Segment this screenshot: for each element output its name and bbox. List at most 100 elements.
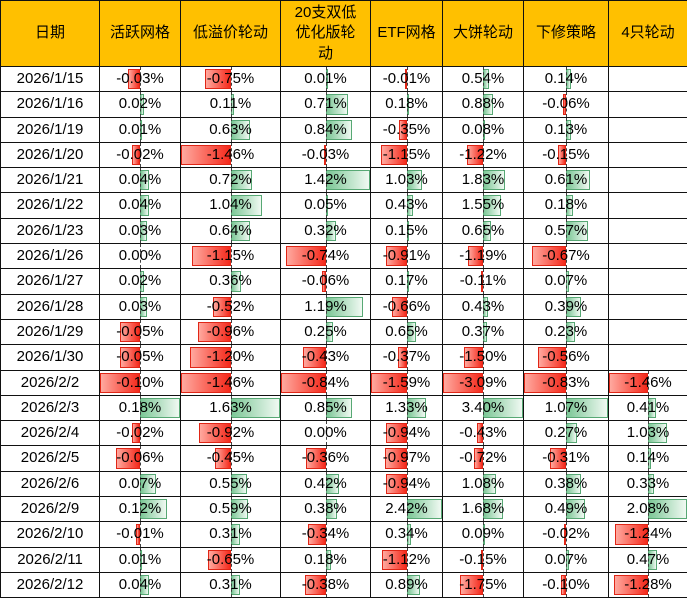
value-cell[interactable]: 0.08% bbox=[442, 116, 524, 143]
value-cell[interactable]: -0.15% bbox=[442, 546, 524, 573]
date-cell[interactable]: 2026/2/10 bbox=[0, 521, 100, 548]
value-cell[interactable]: 0.05% bbox=[280, 192, 371, 219]
date-cell[interactable]: 2026/2/2 bbox=[0, 369, 100, 396]
value-cell[interactable]: 0.14% bbox=[608, 445, 687, 472]
value-cell[interactable]: 0.03% bbox=[99, 293, 181, 320]
value-cell[interactable]: 0.18% bbox=[523, 192, 609, 219]
column-header-date[interactable]: 日期 bbox=[0, 0, 100, 67]
value-cell[interactable]: -1.28% bbox=[608, 571, 687, 599]
value-cell[interactable] bbox=[608, 318, 687, 346]
date-cell[interactable]: 2026/2/5 bbox=[0, 445, 100, 472]
value-cell[interactable]: 3.40% bbox=[442, 394, 524, 422]
value-cell[interactable]: -0.03% bbox=[99, 65, 181, 93]
value-cell[interactable]: 0.12% bbox=[99, 496, 181, 523]
value-cell[interactable]: 1.03% bbox=[370, 167, 443, 194]
value-cell[interactable]: -0.56% bbox=[523, 344, 609, 371]
value-cell[interactable]: 0.85% bbox=[280, 394, 371, 422]
value-cell[interactable]: -0.74% bbox=[280, 243, 371, 270]
date-cell[interactable]: 2026/2/3 bbox=[0, 394, 100, 422]
value-cell[interactable]: 0.00% bbox=[280, 420, 371, 447]
value-cell[interactable]: -0.67% bbox=[523, 243, 609, 270]
value-cell[interactable]: 0.00% bbox=[99, 243, 181, 270]
value-cell[interactable]: 0.72% bbox=[180, 167, 281, 194]
value-cell[interactable]: 0.09% bbox=[442, 521, 524, 548]
value-cell[interactable] bbox=[608, 192, 687, 219]
value-cell[interactable] bbox=[608, 268, 687, 295]
value-cell[interactable]: -1.22% bbox=[442, 141, 524, 169]
value-cell[interactable]: -0.02% bbox=[99, 420, 181, 447]
value-cell[interactable]: 0.34% bbox=[370, 521, 443, 548]
value-cell[interactable]: 0.65% bbox=[442, 217, 524, 245]
value-cell[interactable]: 0.07% bbox=[523, 546, 609, 573]
value-cell[interactable]: -0.15% bbox=[523, 141, 609, 169]
value-cell[interactable]: -0.66% bbox=[370, 293, 443, 320]
value-cell[interactable]: 0.04% bbox=[99, 571, 181, 599]
value-cell[interactable]: 0.15% bbox=[370, 217, 443, 245]
value-cell[interactable]: -0.94% bbox=[370, 470, 443, 498]
value-cell[interactable]: -1.15% bbox=[370, 141, 443, 169]
value-cell[interactable] bbox=[608, 217, 687, 245]
value-cell[interactable]: 0.59% bbox=[180, 496, 281, 523]
value-cell[interactable]: -0.92% bbox=[180, 420, 281, 447]
value-cell[interactable]: -0.01% bbox=[370, 65, 443, 93]
value-cell[interactable]: -1.24% bbox=[608, 521, 687, 548]
value-cell[interactable]: -0.11% bbox=[442, 268, 524, 295]
value-cell[interactable]: -0.01% bbox=[99, 521, 181, 548]
value-cell[interactable]: 0.64% bbox=[180, 217, 281, 245]
value-cell[interactable]: 2.08% bbox=[608, 496, 687, 523]
value-cell[interactable]: 0.89% bbox=[370, 571, 443, 599]
value-cell[interactable]: 0.49% bbox=[523, 496, 609, 523]
value-cell[interactable]: -0.03% bbox=[280, 141, 371, 169]
value-cell[interactable]: -0.72% bbox=[442, 445, 524, 472]
value-cell[interactable]: 1.55% bbox=[442, 192, 524, 219]
column-header-strategy-4[interactable]: ETF网格 bbox=[370, 0, 443, 67]
date-cell[interactable]: 2026/2/9 bbox=[0, 496, 100, 523]
value-cell[interactable]: -0.06% bbox=[523, 91, 609, 118]
value-cell[interactable]: 0.31% bbox=[180, 571, 281, 599]
value-cell[interactable]: -0.91% bbox=[370, 243, 443, 270]
value-cell[interactable]: 1.63% bbox=[180, 394, 281, 422]
value-cell[interactable]: -0.10% bbox=[523, 571, 609, 599]
value-cell[interactable]: 0.71% bbox=[280, 91, 371, 118]
date-cell[interactable]: 2026/1/26 bbox=[0, 243, 100, 270]
value-cell[interactable]: 0.57% bbox=[523, 217, 609, 245]
value-cell[interactable]: 0.54% bbox=[442, 65, 524, 93]
value-cell[interactable] bbox=[608, 65, 687, 93]
value-cell[interactable]: 0.32% bbox=[280, 217, 371, 245]
value-cell[interactable]: 0.38% bbox=[280, 496, 371, 523]
value-cell[interactable] bbox=[608, 293, 687, 320]
value-cell[interactable]: 0.07% bbox=[99, 470, 181, 498]
value-cell[interactable]: 0.65% bbox=[370, 318, 443, 346]
date-cell[interactable]: 2026/1/16 bbox=[0, 91, 100, 118]
value-cell[interactable]: 1.07% bbox=[523, 394, 609, 422]
value-cell[interactable]: -0.06% bbox=[99, 445, 181, 472]
date-cell[interactable]: 2026/1/28 bbox=[0, 293, 100, 320]
value-cell[interactable]: 0.43% bbox=[442, 293, 524, 320]
value-cell[interactable]: -0.05% bbox=[99, 318, 181, 346]
value-cell[interactable]: -0.02% bbox=[523, 521, 609, 548]
value-cell[interactable]: 0.04% bbox=[99, 167, 181, 194]
date-cell[interactable]: 2026/2/4 bbox=[0, 420, 100, 447]
value-cell[interactable]: -0.05% bbox=[99, 344, 181, 371]
value-cell[interactable]: 1.68% bbox=[442, 496, 524, 523]
value-cell[interactable]: -0.35% bbox=[370, 116, 443, 143]
column-header-strategy-3[interactable]: 20支双低 优化版轮 动 bbox=[280, 0, 371, 67]
value-cell[interactable]: 0.84% bbox=[280, 116, 371, 143]
value-cell[interactable]: 0.18% bbox=[99, 394, 181, 422]
value-cell[interactable]: -1.75% bbox=[442, 571, 524, 599]
value-cell[interactable]: -0.83% bbox=[523, 369, 609, 396]
date-cell[interactable]: 2026/1/15 bbox=[0, 65, 100, 93]
value-cell[interactable]: 0.17% bbox=[370, 268, 443, 295]
value-cell[interactable]: 0.55% bbox=[180, 470, 281, 498]
date-cell[interactable]: 2026/1/27 bbox=[0, 268, 100, 295]
value-cell[interactable]: -0.97% bbox=[370, 445, 443, 472]
date-cell[interactable]: 2026/1/23 bbox=[0, 217, 100, 245]
date-cell[interactable]: 2026/1/20 bbox=[0, 141, 100, 169]
value-cell[interactable]: 0.31% bbox=[180, 521, 281, 548]
value-cell[interactable]: -0.94% bbox=[370, 420, 443, 447]
value-cell[interactable]: -0.84% bbox=[280, 369, 371, 396]
value-cell[interactable]: -0.31% bbox=[523, 445, 609, 472]
value-cell[interactable]: 0.38% bbox=[523, 470, 609, 498]
date-cell[interactable]: 2026/1/22 bbox=[0, 192, 100, 219]
date-cell[interactable]: 2026/1/30 bbox=[0, 344, 100, 371]
